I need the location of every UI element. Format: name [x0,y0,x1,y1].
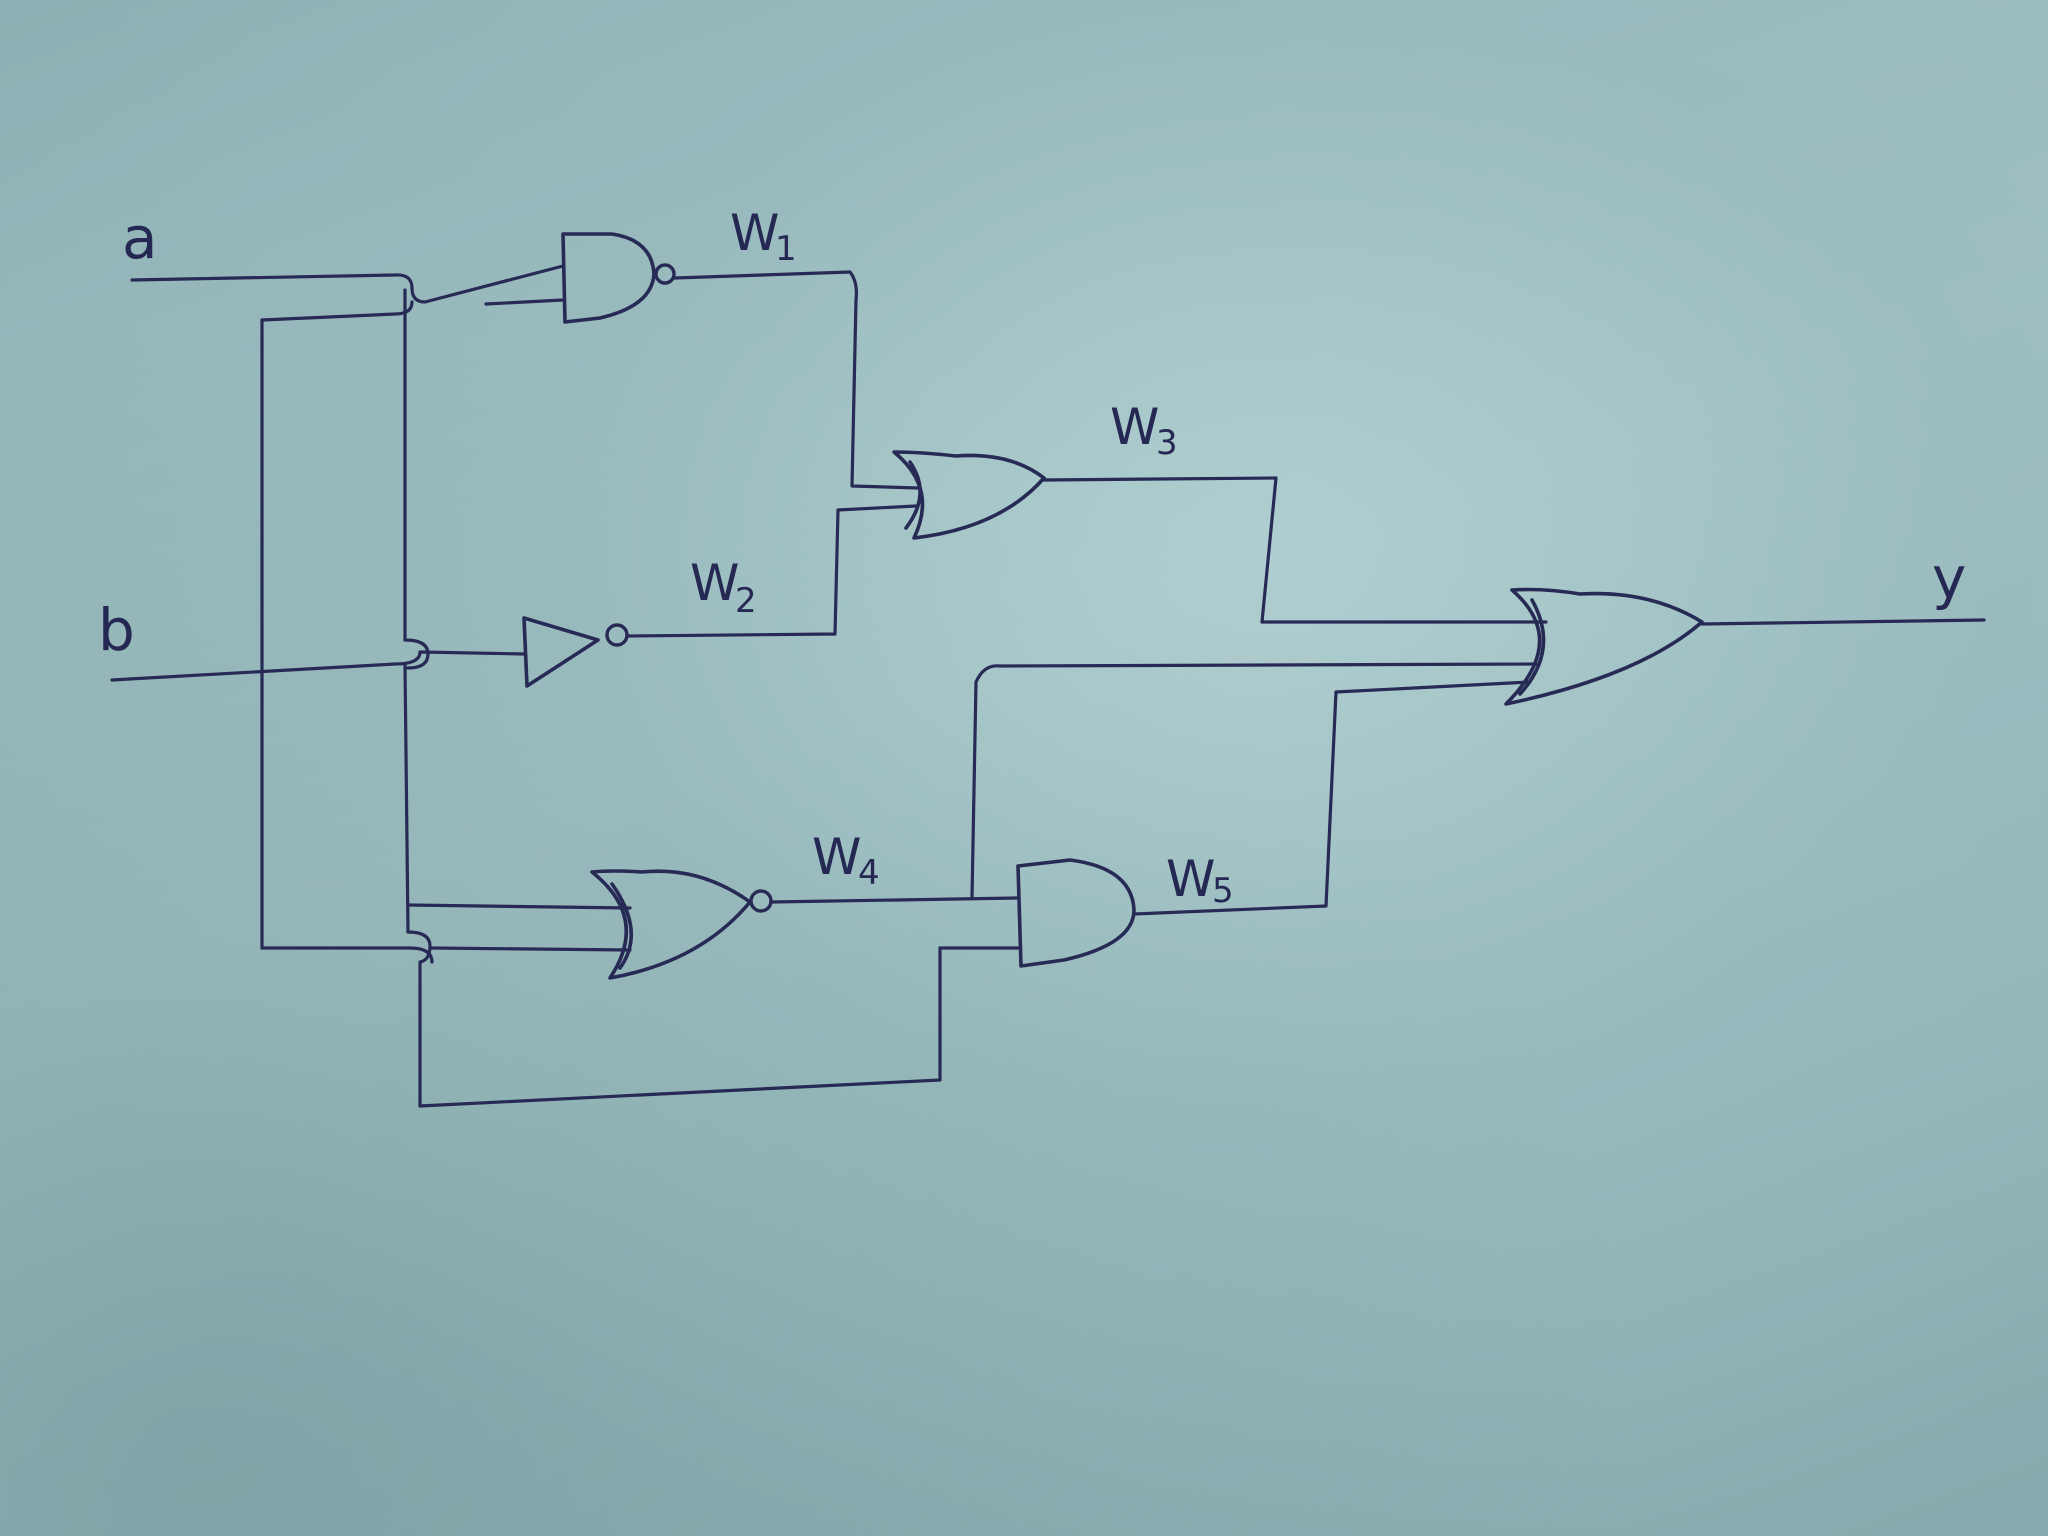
wire-a-hop-b [403,638,430,670]
label-w5: W 5 [1166,850,1234,911]
wire-a-to-nor [406,903,632,910]
svg-text:1: 1 [775,229,797,269]
wire-w1 [673,270,920,490]
and-gate [1016,858,1136,968]
svg-text:3: 3 [1156,423,1178,463]
wire-a [130,264,565,304]
not-bubble [605,623,629,647]
svg-text:W: W [730,204,779,262]
svg-text:2: 2 [735,581,757,621]
svg-text:W: W [690,554,739,612]
svg-text:W: W [1166,850,1215,908]
nand-gate [561,232,656,324]
wire-w4 [769,896,1020,904]
svg-text:W: W [1110,398,1159,456]
wire-b-to-nor [260,946,632,964]
nor-gate [590,869,752,980]
svg-text:4: 4 [858,853,880,893]
wire-b [110,650,526,682]
label-a: a [122,204,158,272]
wire-w4-up [970,662,1538,900]
label-b: b [98,596,135,664]
wire-a-bus [403,288,410,934]
label-w1: W 1 [730,204,797,269]
svg-text:5: 5 [1212,871,1234,911]
label-y: y [1932,544,1966,612]
wire-w2 [625,504,918,638]
not-gate [522,616,600,688]
or-gate-3-input [1504,587,1704,706]
wire-a-hop-nor [406,930,1020,1108]
label-w4: W 4 [812,828,880,893]
svg-text:W: W [812,828,861,886]
wire-y [1700,618,1986,626]
wire-w3 [1042,476,1548,624]
nor-bubble [749,889,773,913]
nand-bubble [654,263,676,285]
or-gate [892,450,1046,540]
label-w3: W 3 [1110,398,1178,463]
wire-b-nand-tail [484,298,565,306]
wire-b-to-nand [260,300,414,322]
label-w2: W 2 [690,554,757,621]
wire-w5 [1132,680,1532,916]
